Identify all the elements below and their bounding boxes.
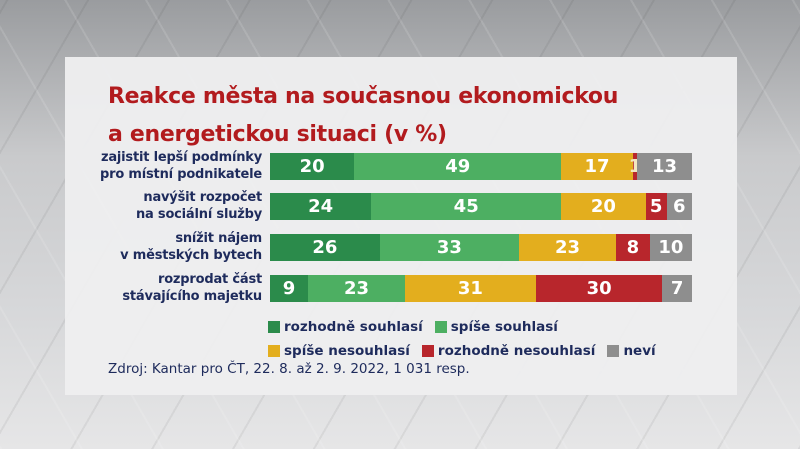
category-label-line: stávajícího majetku [122,289,262,304]
category-label: navýšit rozpočet na sociální služby [42,189,262,223]
stacked-bar: 20 49 17 1 13 [270,153,692,180]
stacked-bar: 9 23 31 30 7 [270,275,692,302]
legend-swatch [268,321,280,333]
data-label: 49 [445,156,471,177]
bar-segment: 13 [637,153,692,180]
legend-swatch [607,345,620,357]
bar-segment: 33 [379,234,519,261]
category-label: snížit nájem v městských bytech [42,230,262,264]
data-label: 5 [649,196,663,217]
stacked-bar: 26 33 23 8 10 [270,234,692,261]
data-label: 17 [584,156,610,177]
bar-segment: 20 [270,153,355,180]
category-label-line: na sociální služby [135,207,262,222]
legend-label: rozhodně nesouhlasí [437,343,596,359]
legend-swatch [434,321,447,333]
legend-label: spíše nesouhlasí [284,343,410,359]
legend-label: spíše souhlasí [450,319,558,335]
category-label-line: zajistit lepší podmínky [100,150,262,165]
legend-item: rozhodně nesouhlasí [421,340,596,362]
data-label: 10 [658,237,684,258]
source-note: Zdroj: Kantar pro ČT, 22. 8. až 2. 9. 20… [108,361,470,377]
data-label: 9 [282,278,296,299]
bar-segment: 5 [645,193,667,220]
title-line-2: a energetickou situaci (v %) [108,122,447,147]
title-line-1: Reakce města na současnou ekonomickou [108,84,619,109]
category-label-line: navýšit rozpočet [143,190,262,205]
data-label: 31 [457,278,483,299]
data-label: 24 [308,196,334,217]
legend-item: spíše nesouhlasí [268,340,410,362]
legend-label: rozhodně souhlasí [284,319,423,335]
bar-segment: 8 [616,234,650,261]
chart-panel [65,57,737,395]
data-label: 13 [652,156,678,177]
bar-segment: 9 [270,275,308,302]
data-label: 23 [343,278,370,299]
category-label-line: rozprodat část [157,272,262,287]
data-label: 30 [586,278,612,299]
legend-swatch [421,345,434,357]
data-label: 33 [436,237,462,258]
data-label: 26 [312,237,338,258]
bar-segment: 24 [270,193,372,220]
bar-segment: 10 [649,234,692,261]
chart-title: Reakce města na současnou ekonomickou a … [108,78,618,154]
data-label: 7 [670,278,684,299]
data-label: 20 [299,156,325,177]
data-label: 23 [554,237,581,258]
bar-segment: 30 [535,275,663,302]
data-label: 8 [626,237,640,258]
legend-item: rozhodně souhlasí [268,316,423,338]
legend: rozhodně souhlasí spíše souhlasí spíše nes… [268,316,708,364]
data-label: 20 [590,196,616,217]
bar-segment: 20 [561,193,646,220]
bar-segment: 23 [518,234,617,261]
bar-segment: 31 [405,275,536,302]
legend-swatch [268,345,280,357]
bar-segment: 45 [371,193,562,220]
bar-segment: 26 [270,234,380,261]
bar-segment: 23 [307,275,406,302]
legend-item: spíše souhlasí [434,316,558,338]
legend-item: neví [607,340,656,362]
stacked-bar: 24 45 20 5 6 [270,193,692,220]
data-label: 45 [453,196,479,217]
bar-segment: 49 [354,153,562,180]
bar-segment: 17 [561,153,633,180]
data-label: 6 [673,196,686,217]
bar-segment: 6 [666,193,692,220]
category-label: rozprodat část stávajícího majetku [42,271,262,305]
category-label-line: snížit nájem [175,231,262,246]
legend-label: neví [623,343,656,359]
category-label-line: pro místní podnikatele [100,167,262,182]
bar-segment: 7 [662,275,692,302]
category-label: zajistit lepší podmínky pro místní podnik… [42,149,262,183]
category-label-line: v městských bytech [120,248,262,263]
